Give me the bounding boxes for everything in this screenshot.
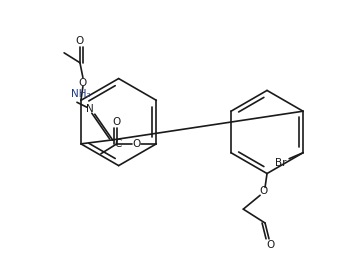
Text: O: O — [259, 186, 267, 196]
Text: O: O — [79, 77, 87, 88]
Text: Br: Br — [275, 158, 287, 168]
Text: O: O — [113, 117, 121, 127]
Text: NH₂: NH₂ — [71, 89, 91, 99]
Text: O: O — [76, 36, 84, 46]
Text: O: O — [267, 240, 275, 250]
Text: N: N — [86, 104, 94, 114]
Text: C: C — [115, 139, 122, 149]
Text: O: O — [132, 139, 141, 149]
